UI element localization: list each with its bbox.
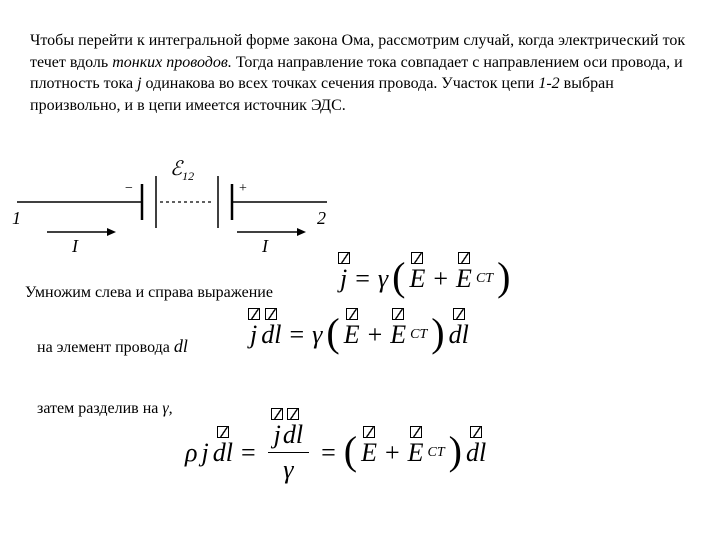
- vec-Ect: E: [456, 264, 472, 294]
- text-multiply: Умножим слева и справа выражение: [25, 284, 273, 302]
- vec-E: E: [409, 264, 425, 294]
- fraction: j dl γ: [268, 420, 309, 485]
- text-element: на элемент провода dl: [37, 336, 188, 357]
- para-i1: тонких проводов.: [112, 54, 232, 71]
- equation-3: ρ j dl = j dl γ = ( E + EСТ ) dl: [185, 420, 615, 485]
- para-t3: одинакова во всех точках сечения провода…: [142, 75, 539, 92]
- para-i3: 1-2: [538, 75, 559, 92]
- equation-1: j = γ ( E + EСТ ): [340, 264, 690, 294]
- equation-2: j dl = γ ( E + EСТ ) dl: [250, 320, 680, 350]
- vec-j: j: [340, 264, 347, 294]
- circuit-current-left: I: [72, 236, 78, 257]
- circuit-node-2: 2: [317, 208, 326, 229]
- circuit-minus: −: [125, 181, 133, 197]
- circuit-emf: ℰ12: [170, 156, 194, 184]
- intro-paragraph: Чтобы перейти к интегральной форме закон…: [30, 30, 690, 116]
- text-divide: затем разделив на γ,: [37, 400, 173, 418]
- circuit-diagram: 1 2 I I ℰ12 − +: [12, 162, 332, 262]
- circuit-plus: +: [239, 181, 247, 197]
- circuit-current-right: I: [262, 236, 268, 257]
- circuit-node-1: 1: [12, 208, 21, 229]
